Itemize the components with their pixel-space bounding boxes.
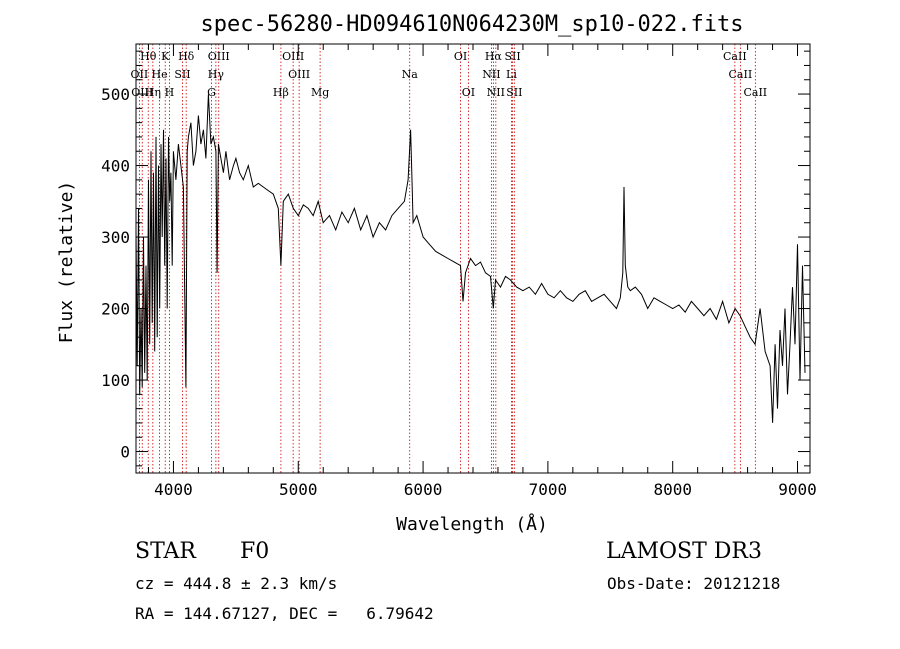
line-label: OI [454,50,467,63]
chart-title: spec-56280-HD094610N064230M_sp10-022.fit… [200,12,743,37]
plot-frame [135,43,811,474]
line-label: NII [487,86,505,99]
line-label: SII [506,86,522,99]
y-tick-label: 0 [120,443,130,462]
line-label: Na [402,68,419,81]
line-label: K [161,50,170,63]
line-label: NII [482,68,500,81]
y-tick-label: 400 [101,157,130,176]
observation-date: Obs-Date: 20121218 [607,574,781,593]
x-axis-label: Wavelength (Å) [396,513,548,535]
x-tick-label: 8000 [653,480,692,499]
x-tick-label: 4000 [154,480,193,499]
ra-dec-coordinates: RA = 144.67127, DEC = 6.79642 [135,604,434,623]
line-label: OII [131,68,149,81]
subclass: F0 [240,539,270,564]
line-label: OI [462,86,475,99]
x-tick-label: 5000 [279,480,318,499]
y-tick-label: 100 [101,371,130,390]
axis-ticks: 4000 5000 6000 7000 8000 9000 0 100 200 300 400 500 [101,44,817,499]
line-label: Hγ [208,68,225,81]
x-tick-label: 9000 [778,480,817,499]
line-label: Li [506,68,517,81]
object-type: STAR [135,539,196,564]
redshift-cz: cz = 444.8 ± 2.3 km/s [135,574,338,593]
line-label: Hθ [140,50,157,63]
line-label: Hη [145,86,161,99]
y-tick-label: 200 [101,300,130,319]
y-tick-label: 300 [101,228,130,247]
line-label: Hδ [178,50,195,63]
line-label: SII [174,68,190,81]
spectrum-line [135,94,806,423]
line-label: CaII [729,68,753,81]
y-axis-label: Flux (relative) [56,181,77,344]
line-label: G [207,86,216,99]
x-tick-label: 7000 [529,480,568,499]
line-label: SII [504,50,520,63]
y-tick-label: 500 [101,85,130,104]
line-label: CaII [723,50,747,63]
line-label: OIII [131,86,153,99]
line-label: Hα [485,50,503,63]
x-tick-label: 6000 [404,480,443,499]
line-label: Mg [311,86,329,99]
line-label: Hβ [273,86,289,99]
line-label: CaII [743,86,767,99]
line-label: He [152,68,168,81]
line-label: OIII [282,50,304,63]
survey-name: LAMOST DR3 [606,539,762,564]
line-label: OIII [208,50,230,63]
line-label: H [165,86,175,99]
line-label: OIII [288,68,310,81]
